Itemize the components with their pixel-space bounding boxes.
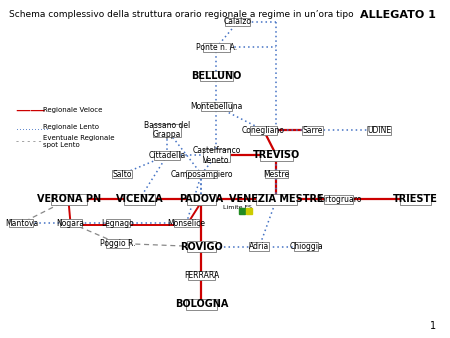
Text: Regionale Lento: Regionale Lento bbox=[43, 124, 99, 130]
FancyBboxPatch shape bbox=[106, 239, 130, 248]
Text: Legnago: Legnago bbox=[102, 219, 134, 227]
Text: Calalzo: Calalzo bbox=[224, 18, 252, 26]
FancyBboxPatch shape bbox=[225, 18, 251, 26]
FancyBboxPatch shape bbox=[9, 219, 33, 227]
Text: Bassano del
Grappa: Bassano del Grappa bbox=[144, 121, 190, 140]
Text: Mantova: Mantova bbox=[5, 219, 38, 227]
Text: VENEZIA MESTRE: VENEZIA MESTRE bbox=[229, 194, 324, 204]
Text: FERRARA: FERRARA bbox=[184, 271, 219, 280]
Text: UDINE: UDINE bbox=[367, 126, 392, 135]
Text: Castelfranco
Veneto: Castelfranco Veneto bbox=[192, 146, 241, 165]
Text: Portogruaro: Portogruaro bbox=[316, 195, 361, 204]
FancyBboxPatch shape bbox=[260, 150, 292, 161]
Text: ...........: ........... bbox=[16, 122, 49, 132]
Text: Limite FS: Limite FS bbox=[223, 205, 252, 210]
Text: Monselice: Monselice bbox=[167, 219, 206, 227]
Text: Ponte n. A.: Ponte n. A. bbox=[196, 43, 237, 52]
Text: ——: —— bbox=[16, 102, 46, 117]
Text: Sarre: Sarre bbox=[303, 126, 323, 135]
FancyBboxPatch shape bbox=[250, 126, 277, 135]
FancyBboxPatch shape bbox=[186, 170, 217, 178]
Text: Montebelluna: Montebelluna bbox=[190, 102, 243, 111]
FancyBboxPatch shape bbox=[112, 170, 132, 178]
Text: Eventuale Regionale
spot Lento: Eventuale Regionale spot Lento bbox=[43, 136, 114, 148]
Text: Mestre: Mestre bbox=[263, 170, 289, 178]
Text: - - - - -: - - - - - bbox=[16, 138, 41, 146]
Text: Nogara: Nogara bbox=[57, 219, 85, 227]
FancyBboxPatch shape bbox=[187, 194, 216, 205]
FancyBboxPatch shape bbox=[174, 219, 199, 227]
Text: Chioggia: Chioggia bbox=[289, 242, 323, 251]
FancyBboxPatch shape bbox=[400, 194, 431, 205]
FancyBboxPatch shape bbox=[154, 151, 180, 160]
FancyBboxPatch shape bbox=[106, 219, 130, 227]
Text: VERONA PN: VERONA PN bbox=[36, 194, 101, 204]
Text: ROVIGO: ROVIGO bbox=[180, 242, 223, 252]
Text: VICENZA: VICENZA bbox=[116, 194, 163, 204]
Text: Conegliano: Conegliano bbox=[242, 126, 285, 135]
Text: Camposampiero: Camposampiero bbox=[170, 170, 233, 178]
FancyBboxPatch shape bbox=[124, 194, 155, 205]
FancyBboxPatch shape bbox=[203, 43, 230, 52]
Text: BOLOGNA: BOLOGNA bbox=[175, 299, 228, 309]
FancyBboxPatch shape bbox=[59, 219, 82, 227]
FancyBboxPatch shape bbox=[249, 242, 269, 251]
FancyBboxPatch shape bbox=[367, 126, 392, 135]
Text: BELLUNO: BELLUNO bbox=[191, 71, 242, 81]
Text: Regionale Veloce: Regionale Veloce bbox=[43, 107, 102, 113]
FancyBboxPatch shape bbox=[153, 124, 181, 137]
FancyBboxPatch shape bbox=[200, 71, 233, 81]
Text: Cittadella: Cittadella bbox=[148, 151, 186, 160]
Text: Salto: Salto bbox=[112, 170, 132, 178]
FancyBboxPatch shape bbox=[202, 149, 230, 162]
FancyBboxPatch shape bbox=[50, 194, 86, 205]
FancyBboxPatch shape bbox=[324, 195, 353, 204]
FancyBboxPatch shape bbox=[201, 102, 232, 111]
Text: Schema complessivo della struttura orario regionale a regime in un’ora tipo: Schema complessivo della struttura orari… bbox=[9, 10, 354, 19]
FancyBboxPatch shape bbox=[187, 241, 216, 252]
FancyBboxPatch shape bbox=[256, 194, 297, 205]
FancyBboxPatch shape bbox=[266, 170, 288, 178]
FancyBboxPatch shape bbox=[302, 126, 324, 135]
Text: PADOVA: PADOVA bbox=[180, 194, 224, 204]
Text: Adria: Adria bbox=[249, 242, 270, 251]
Text: Poggio R.: Poggio R. bbox=[100, 239, 135, 248]
FancyBboxPatch shape bbox=[294, 242, 319, 251]
Text: ALLEGATO 1: ALLEGATO 1 bbox=[360, 10, 436, 20]
FancyBboxPatch shape bbox=[188, 271, 215, 280]
FancyBboxPatch shape bbox=[186, 299, 217, 310]
Text: TREVISO: TREVISO bbox=[253, 150, 300, 161]
Text: 1: 1 bbox=[430, 321, 436, 331]
Text: TRIESTE: TRIESTE bbox=[393, 194, 438, 204]
